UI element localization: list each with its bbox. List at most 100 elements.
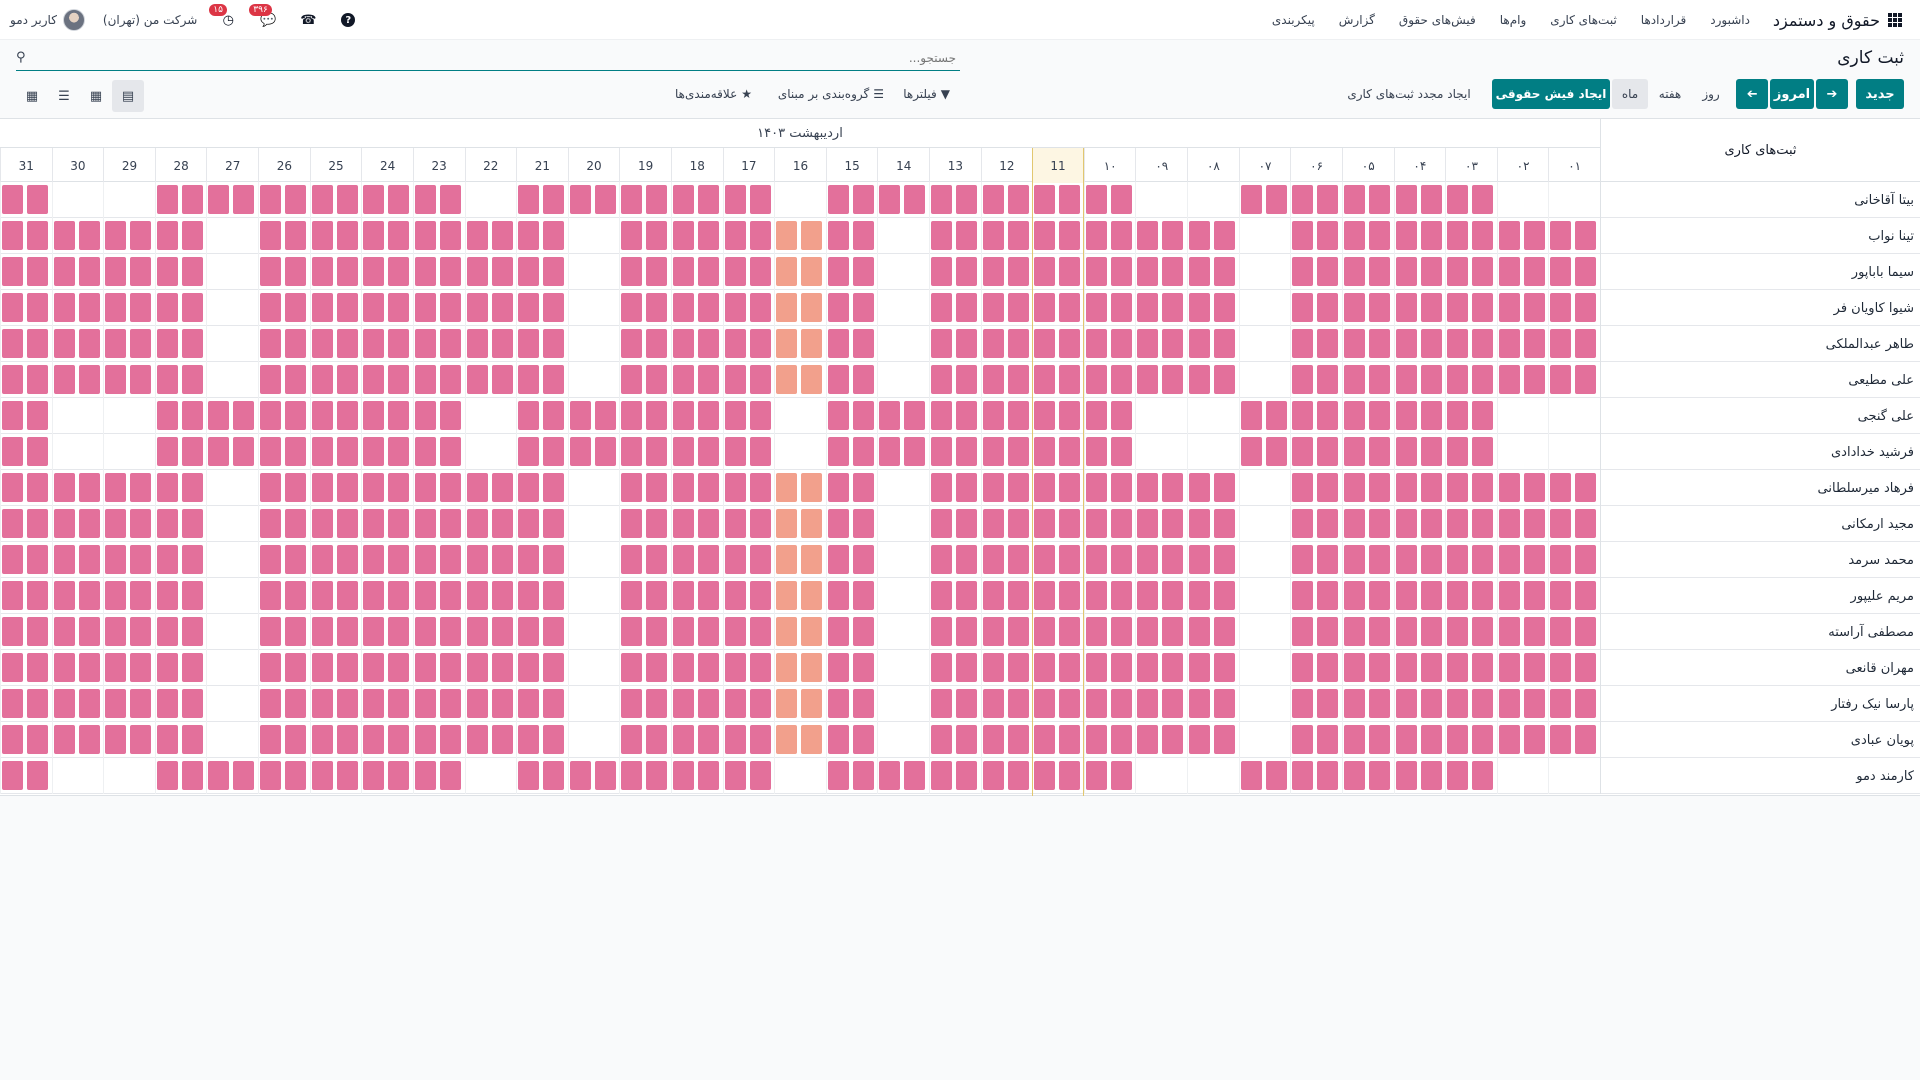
work-entry[interactable] — [1034, 185, 1056, 214]
work-entry[interactable] — [956, 545, 978, 574]
work-entry[interactable] — [466, 509, 488, 538]
work-entry[interactable] — [543, 509, 565, 538]
work-entry[interactable] — [1137, 581, 1159, 610]
work-entry[interactable] — [852, 221, 874, 250]
work-entry[interactable] — [105, 509, 127, 538]
work-entry[interactable] — [749, 689, 771, 718]
work-entry[interactable] — [1007, 761, 1029, 790]
work-entry[interactable] — [53, 617, 75, 646]
work-entry[interactable] — [1447, 437, 1469, 466]
work-entry[interactable] — [311, 653, 333, 682]
work-entry[interactable] — [1447, 581, 1469, 610]
list-view-icon[interactable]: ☰ — [58, 88, 70, 104]
work-entry[interactable] — [956, 509, 978, 538]
work-entry[interactable] — [1317, 329, 1339, 358]
new-button[interactable]: جدید — [1856, 79, 1904, 109]
work-entry[interactable] — [672, 437, 694, 466]
work-entry[interactable] — [311, 617, 333, 646]
work-entry[interactable] — [439, 257, 461, 286]
scale-month-button[interactable]: ماه — [1612, 79, 1648, 109]
work-entry[interactable] — [1162, 581, 1184, 610]
work-entry[interactable] — [1162, 653, 1184, 682]
work-entry[interactable] — [233, 437, 255, 466]
work-entry[interactable] — [646, 365, 668, 394]
work-entry[interactable] — [1395, 221, 1417, 250]
work-entry[interactable] — [156, 725, 178, 754]
work-entry[interactable] — [311, 761, 333, 790]
work-entry[interactable] — [27, 329, 48, 358]
work-entry[interactable] — [78, 329, 100, 358]
work-entry[interactable] — [931, 401, 953, 430]
work-entry[interactable] — [1550, 293, 1572, 322]
work-entry[interactable] — [285, 365, 307, 394]
work-entry[interactable] — [1189, 293, 1211, 322]
work-entry[interactable] — [130, 689, 152, 718]
work-entry[interactable] — [827, 761, 849, 790]
work-entry[interactable] — [724, 293, 746, 322]
work-entry-leave[interactable] — [801, 581, 823, 610]
work-entry[interactable] — [697, 689, 719, 718]
work-entry[interactable] — [1137, 689, 1159, 718]
work-entry[interactable] — [1343, 329, 1365, 358]
work-entry[interactable] — [336, 329, 358, 358]
employee-name[interactable]: مصطفی آراسته — [1600, 614, 1920, 650]
work-entry[interactable] — [1575, 725, 1597, 754]
work-entry[interactable] — [931, 365, 953, 394]
employee-name[interactable]: سیما باباپور — [1600, 254, 1920, 290]
work-entry[interactable] — [1395, 473, 1417, 502]
work-entry[interactable] — [1550, 545, 1572, 574]
work-entry[interactable] — [621, 257, 643, 286]
work-entry[interactable] — [1007, 509, 1029, 538]
work-entry[interactable] — [181, 509, 203, 538]
work-entry[interactable] — [363, 581, 385, 610]
work-entry[interactable] — [852, 257, 874, 286]
work-entry[interactable] — [1137, 257, 1159, 286]
work-entry[interactable] — [852, 185, 874, 214]
regenerate-work-entries-button[interactable]: ایجاد مجدد ثبت‌های کاری — [1347, 87, 1471, 101]
work-entry[interactable] — [53, 509, 75, 538]
work-entry[interactable] — [311, 473, 333, 502]
work-entry[interactable] — [1498, 257, 1520, 286]
work-entry[interactable] — [105, 473, 127, 502]
work-entry[interactable] — [388, 581, 410, 610]
work-entry[interactable] — [543, 689, 565, 718]
work-entry[interactable] — [931, 329, 953, 358]
work-entry[interactable] — [2, 185, 23, 214]
work-entry[interactable] — [1343, 293, 1365, 322]
work-entry[interactable] — [1085, 257, 1107, 286]
work-entry[interactable] — [1292, 689, 1314, 718]
work-entry[interactable] — [1447, 509, 1469, 538]
work-entry[interactable] — [156, 617, 178, 646]
work-entry[interactable] — [388, 689, 410, 718]
next-arrow-icon[interactable]: ➔ — [1816, 79, 1848, 109]
work-entry[interactable] — [852, 509, 874, 538]
work-entry[interactable] — [1085, 365, 1107, 394]
work-entry[interactable] — [414, 689, 436, 718]
work-entry[interactable] — [956, 257, 978, 286]
help-icon[interactable]: ? — [339, 11, 357, 29]
work-entry[interactable] — [621, 653, 643, 682]
work-entry[interactable] — [311, 437, 333, 466]
work-entry[interactable] — [491, 293, 513, 322]
work-entry[interactable] — [1368, 617, 1390, 646]
work-entry[interactable] — [1317, 365, 1339, 394]
work-entry[interactable] — [672, 257, 694, 286]
work-entry[interactable] — [311, 509, 333, 538]
row-cells[interactable] — [0, 434, 1600, 470]
work-entry[interactable] — [1110, 545, 1132, 574]
work-entry[interactable] — [1034, 653, 1056, 682]
work-entry[interactable] — [336, 653, 358, 682]
menu-dashboard[interactable]: داشبورد — [1710, 13, 1750, 27]
work-entry[interactable] — [1498, 581, 1520, 610]
work-entry[interactable] — [1395, 401, 1417, 430]
work-entry[interactable] — [1007, 653, 1029, 682]
work-entry[interactable] — [724, 581, 746, 610]
work-entry[interactable] — [931, 761, 953, 790]
work-entry[interactable] — [1447, 725, 1469, 754]
work-entry[interactable] — [543, 545, 565, 574]
work-entry[interactable] — [311, 689, 333, 718]
work-entry[interactable] — [1265, 185, 1287, 214]
work-entry[interactable] — [181, 401, 203, 430]
work-entry[interactable] — [1162, 365, 1184, 394]
work-entry[interactable] — [260, 581, 282, 610]
